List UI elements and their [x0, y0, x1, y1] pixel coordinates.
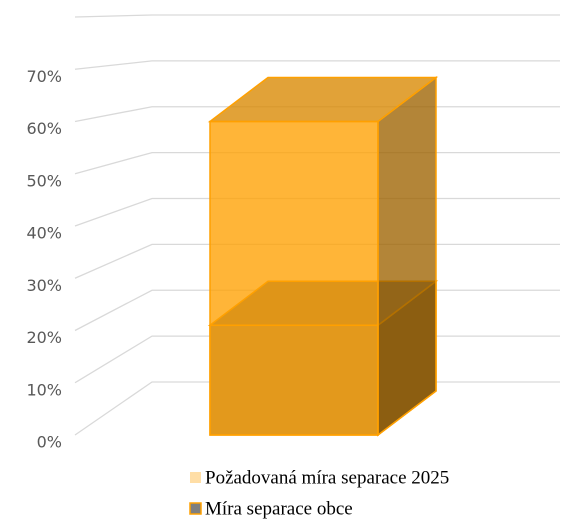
y-tick-label: 50%	[26, 171, 62, 190]
grid-line	[74, 60, 560, 70]
legend-swatch	[189, 502, 202, 515]
legend-label: Požadovaná míra separace 2025	[205, 467, 449, 488]
legend-swatch	[190, 472, 201, 483]
y-tick-label: 0%	[37, 433, 62, 452]
y-tick-label: 10%	[26, 380, 62, 399]
grid-line	[74, 14, 560, 18]
legend-label: Míra separace obce	[205, 498, 353, 519]
bar	[207, 75, 439, 437]
bar-front	[209, 120, 379, 436]
y-tick-label: 70%	[26, 67, 62, 86]
bar-side	[377, 75, 437, 437]
y-tick-label: 40%	[26, 224, 62, 243]
y-tick-label: 60%	[26, 119, 62, 138]
y-tick-label: 30%	[26, 276, 62, 295]
y-tick-label: 20%	[26, 328, 62, 347]
